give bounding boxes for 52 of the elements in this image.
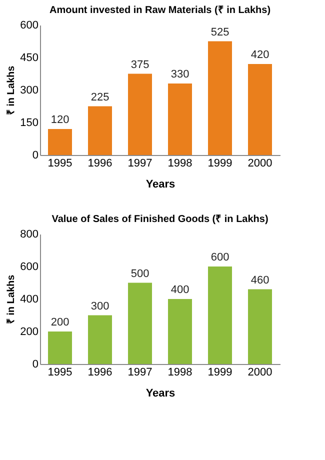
y-tick-label: 150	[20, 117, 38, 129]
bar	[168, 84, 192, 155]
bar	[48, 332, 72, 364]
bar	[248, 289, 272, 364]
x-tick-label: 1999	[208, 158, 232, 170]
x-tick-label: 2000	[248, 366, 272, 378]
y-tick-label: 400	[20, 294, 38, 306]
data-label: 225	[90, 91, 110, 104]
bar	[168, 299, 192, 364]
y-tick-label: 0	[32, 358, 38, 370]
data-label: 420	[250, 49, 270, 61]
chart-title: Value of Sales of Finished Goods (₹ in Lakhs)	[52, 214, 268, 225]
y-axis-title: ₹ in Lakhs	[6, 65, 18, 116]
data-label: 300	[90, 300, 110, 312]
x-tick-label: 1998	[168, 158, 192, 170]
x-axis-title: Years	[146, 388, 176, 400]
data-label: 525	[210, 26, 230, 38]
x-tick-label: 1999	[208, 366, 232, 378]
data-label: 400	[170, 284, 190, 296]
data-label: 200	[50, 316, 70, 328]
x-tick-label: 1998	[168, 366, 192, 378]
y-tick-label: 450	[20, 52, 38, 64]
data-label: 120	[50, 114, 70, 126]
data-label: 600	[210, 252, 230, 264]
x-tick-label: 1997	[128, 158, 152, 170]
bar	[248, 64, 272, 155]
x-tick-label: 1997	[128, 366, 152, 378]
y-tick-label: 600	[20, 20, 38, 32]
x-axis-title: Years	[146, 178, 176, 190]
bar	[128, 74, 152, 155]
y-tick-label: 300	[20, 84, 38, 96]
x-tick-label: 1996	[88, 158, 112, 170]
bar	[88, 315, 112, 364]
x-tick-label: 1995	[48, 366, 72, 378]
bar	[208, 266, 232, 364]
y-tick-label: 800	[20, 228, 38, 240]
y-tick-label: 600	[20, 261, 38, 273]
data-label: 500	[130, 268, 150, 280]
chart-title: Amount invested in Raw Materials (₹ in Lakhs)	[49, 5, 271, 16]
y-tick-label: 200	[20, 326, 38, 338]
bar	[128, 282, 152, 364]
y-tick-label: 0	[32, 150, 38, 162]
y-axis-title: ₹ in Lakhs	[6, 274, 18, 324]
x-tick-label: 1996	[88, 366, 112, 378]
data-label: 330	[170, 68, 190, 80]
x-tick-label: 2000	[248, 158, 272, 170]
data-label: 375	[130, 58, 150, 71]
bar	[48, 129, 72, 155]
data-label: 460	[250, 274, 270, 286]
bar	[208, 41, 232, 155]
x-tick-label: 1995	[48, 158, 72, 170]
bar	[88, 106, 112, 155]
